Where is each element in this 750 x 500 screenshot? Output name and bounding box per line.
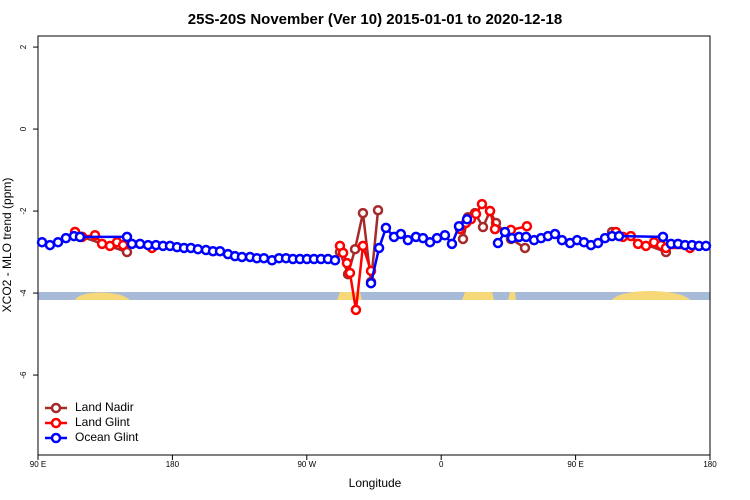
point [373, 242, 385, 254]
point [329, 255, 341, 266]
x-tick-label: 90 E [567, 460, 583, 469]
point [549, 228, 561, 240]
point [74, 231, 86, 243]
point [499, 226, 511, 238]
y-tick-label: -6 [19, 371, 28, 379]
point [700, 240, 712, 252]
point [134, 238, 146, 250]
point [357, 240, 369, 252]
point [446, 238, 458, 250]
point [520, 231, 532, 243]
point [258, 252, 270, 264]
point [457, 233, 469, 245]
legend-label: Ocean Glint [75, 430, 139, 444]
land-band [337, 292, 362, 300]
land-band [612, 291, 690, 300]
x-tick-label: 90 E [30, 460, 46, 469]
point [476, 198, 488, 210]
y-axis-label: XCO2 - MLO trend (ppm) [0, 178, 14, 313]
legend-marker [50, 402, 62, 414]
point [519, 242, 531, 254]
point [489, 223, 501, 235]
x-tick-label: 180 [166, 460, 180, 469]
x-tick-label: 90 W [297, 460, 316, 469]
point [657, 231, 669, 243]
point [344, 267, 356, 279]
x-tick-label: 180 [703, 460, 717, 469]
legend-label: Land Nadir [75, 400, 134, 414]
point [357, 207, 369, 219]
point [117, 239, 129, 251]
point [350, 304, 362, 316]
point [395, 228, 407, 240]
y-tick-label: -2 [19, 207, 28, 215]
point [484, 205, 496, 217]
point [121, 231, 133, 243]
land-band [75, 292, 130, 300]
point [126, 238, 138, 250]
point [640, 240, 652, 252]
y-tick-label: 2 [19, 44, 28, 49]
ocean-band [38, 292, 710, 300]
point [52, 236, 64, 248]
land-band [508, 292, 516, 300]
chart-title: 25S-20S November (Ver 10) 2015-01-01 to … [188, 11, 562, 28]
legend-marker [50, 432, 62, 444]
legend-label: Land Glint [75, 415, 130, 429]
land-band [462, 292, 494, 300]
point [477, 221, 489, 233]
point [439, 230, 451, 241]
point [192, 243, 204, 255]
y-tick-label: 0 [19, 126, 28, 131]
point [461, 214, 473, 225]
point [60, 232, 72, 244]
land-ocean-strip [38, 291, 710, 300]
legend-marker [50, 417, 62, 429]
x-tick-label: 0 [439, 460, 444, 469]
point [492, 237, 504, 249]
point [613, 230, 625, 242]
point [44, 239, 56, 251]
point [521, 220, 533, 232]
point [402, 234, 414, 246]
point [341, 257, 353, 269]
point [592, 237, 604, 249]
point [380, 222, 392, 234]
point [365, 277, 377, 289]
point [453, 220, 465, 232]
y-tick-label: -4 [19, 289, 28, 297]
point [470, 208, 482, 220]
point [556, 234, 568, 246]
point [372, 204, 384, 216]
x-axis-label: Longitude [349, 476, 402, 490]
point [236, 251, 248, 263]
point [337, 247, 349, 259]
